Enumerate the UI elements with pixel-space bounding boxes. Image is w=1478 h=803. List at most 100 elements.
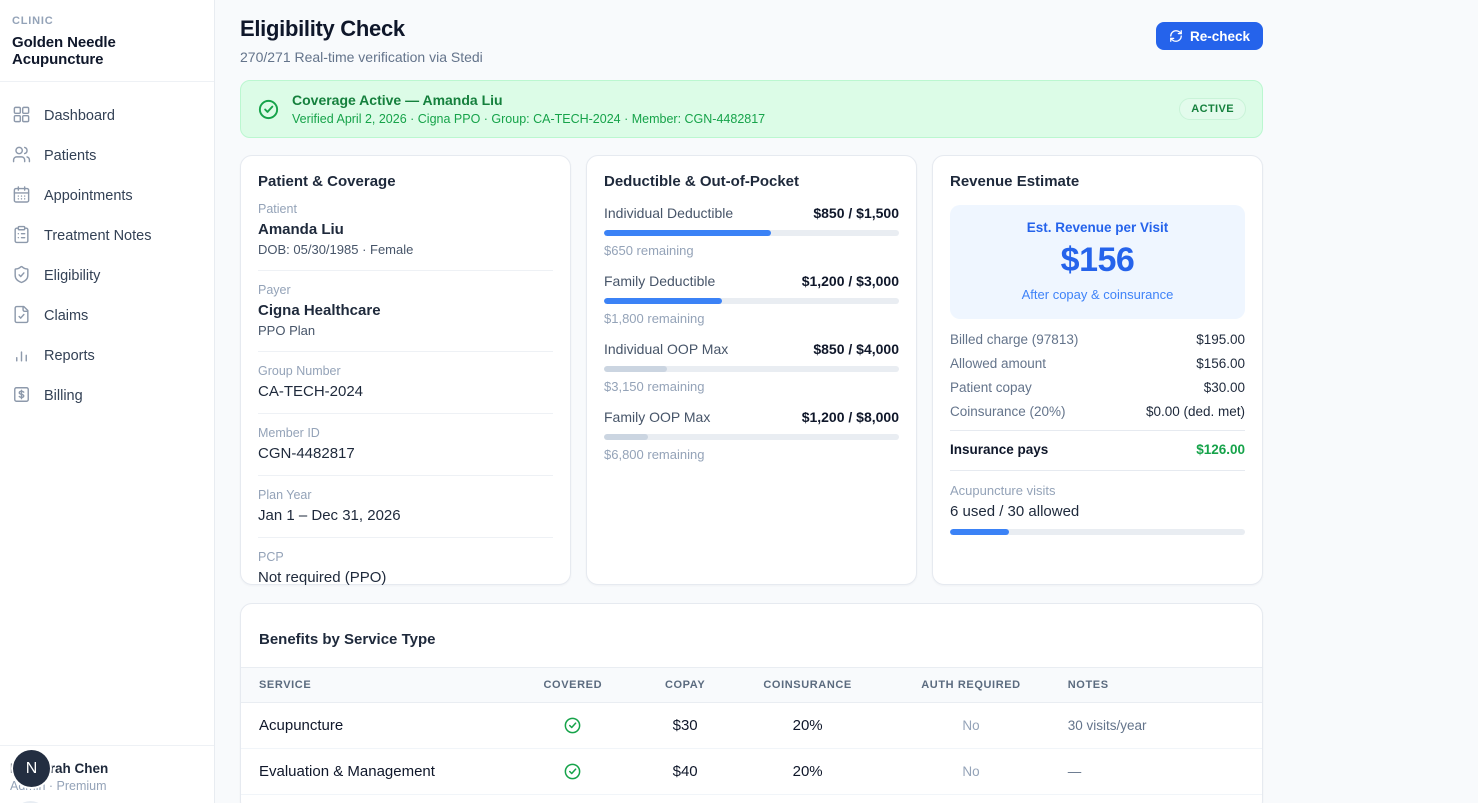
banner-details: Verified April 2, 2026 · Cigna PPO · Gro… [292,112,766,126]
clinic-label: CLINIC [12,15,54,27]
deductible-oop-card: Deductible & Out-of-Pocket Individual De… [586,155,917,585]
visits-section: Acupuncture visits 6 used / 30 allowed [950,470,1245,535]
card-title: Deductible & Out-of-Pocket [604,173,800,190]
total-value: $126.00 [1196,442,1245,457]
oop-value: $850 / $4,000 [813,341,899,357]
field-label: Patient [258,202,297,216]
progress-track [604,230,899,236]
oop-label: Family OOP Max [604,409,711,425]
revenue-label: Patient copay [950,380,1032,395]
progress-track [604,366,899,372]
copay-cell: $30 [639,702,732,749]
visits-value: 6 used / 30 allowed [950,503,1080,520]
progress-track [604,434,899,440]
status-badge: ACTIVE [1179,98,1246,120]
sidebar-item-eligibility[interactable]: Eligibility [0,256,214,296]
progress-fill [950,529,1009,535]
column-header-coinsurance: COINSURANCE [731,667,885,703]
remaining-label: $6,800 remaining [604,447,705,462]
deductible-label: Family Deductible [604,273,716,289]
revenue-label: Billed charge (97813) [950,332,1079,347]
benefits-card: Benefits by Service Type SERVICE COVERED… [240,603,1263,803]
user-footer: Dr. Norah Chen Admin · Premium N [0,745,214,803]
table-row: Evaluation & Management $40 20% No — [241,748,1262,795]
page-subtitle: 270/271 Real-time verification via Stedi [240,49,483,65]
field-label: Group Number [258,364,341,378]
field-label: Plan Year [258,488,312,502]
calendar-icon [12,185,31,208]
hero-label: Est. Revenue per Visit [1026,220,1169,235]
field-sub: PPO Plan [258,323,316,338]
sidebar-item-dashboard[interactable]: Dashboard [0,96,214,136]
deductible-row-individual: Individual Deductible $850 / $1,500 $650… [604,205,899,258]
field-label: Member ID [258,426,320,440]
clinic-header: CLINIC Golden Needle Acupuncture [0,0,214,82]
total-label: Insurance pays [950,442,1049,457]
main-content: Eligibility Check 270/271 Real-time veri… [215,0,1478,803]
notes-cell: 30 visits/year [1057,702,1262,749]
progress-fill [604,366,667,372]
sidebar-item-appointments[interactable]: Appointments [0,176,214,216]
notes-cell: — [1057,748,1262,795]
coinsurance-cell: 20% [731,748,885,795]
revenue-value: $0.00 (ded. met) [1145,404,1245,419]
sidebar-item-label: Eligibility [44,268,101,284]
dollar-square-icon [12,385,31,408]
auth-required-cell: No [884,702,1058,749]
clipboard-icon [12,225,31,248]
avatar[interactable]: N [13,750,50,787]
sidebar-item-patients[interactable]: Patients [0,136,214,176]
recheck-button[interactable]: Re-check [1155,22,1263,50]
sidebar-item-label: Patients [44,148,97,164]
field-value: Not required (PPO) [258,569,387,586]
sidebar-item-label: Billing [44,388,83,404]
shield-check-icon [12,265,31,288]
benefits-table: SERVICE COVERED COPAY COINSURANCE AUTH R… [241,667,1262,795]
page-header: Eligibility Check 270/271 Real-time veri… [240,16,1263,65]
column-header-notes: NOTES [1057,667,1262,703]
dashboard-icon [12,105,31,128]
card-title: Revenue Estimate [950,173,1080,190]
field-label: Payer [258,283,291,297]
revenue-value: $195.00 [1196,332,1245,347]
hero-amount: $156 [1060,241,1135,279]
deductible-value: $850 / $1,500 [813,205,899,221]
revenue-value: $30.00 [1203,380,1245,395]
sidebar-item-claims[interactable]: Claims [0,296,214,336]
field-pcp: PCP Not required (PPO) [258,538,553,599]
sidebar-item-treatment-notes[interactable]: Treatment Notes [0,216,214,256]
sidebar-nav: Dashboard Patients Appointments Treatmen… [0,82,214,745]
bar-chart-icon [12,345,31,368]
revenue-estimate-card: Revenue Estimate Est. Revenue per Visit … [932,155,1263,585]
revenue-row: Billed charge (97813) $195.00 [950,332,1245,347]
remaining-label: $650 remaining [604,243,694,258]
benefits-title: Benefits by Service Type [259,631,436,648]
check-circle-icon [506,748,640,795]
oop-row-individual: Individual OOP Max $850 / $4,000 $3,150 … [604,341,899,394]
field-value: Cigna Healthcare [258,302,381,319]
progress-track [950,529,1245,535]
revenue-row: Patient copay $30.00 [950,380,1245,395]
sidebar-item-reports[interactable]: Reports [0,336,214,376]
field-value: Jan 1 – Dec 31, 2026 [258,507,401,524]
revenue-label: Coinsurance (20%) [950,404,1066,419]
insurance-pays-row: Insurance pays $126.00 [950,430,1245,457]
field-patient: Patient Amanda Liu DOB: 05/30/1985 · Fem… [258,190,553,271]
auth-required-cell: No [884,748,1058,795]
sidebar-item-label: Appointments [44,188,133,204]
deductible-row-family: Family Deductible $1,200 / $3,000 $1,800… [604,273,899,326]
revenue-label: Allowed amount [950,356,1047,371]
deductible-label: Individual Deductible [604,205,734,221]
check-circle-icon [257,98,280,121]
oop-label: Individual OOP Max [604,341,729,357]
sidebar-item-billing[interactable]: Billing [0,376,214,416]
check-circle-icon [506,702,640,749]
progress-track [604,298,899,304]
field-plan-year: Plan Year Jan 1 – Dec 31, 2026 [258,476,553,538]
table-row: Acupuncture $30 20% No 30 visits/year [241,702,1262,749]
clinic-name: Golden Needle Acupuncture [12,34,116,68]
column-header-service: SERVICE [241,667,507,703]
page-title: Eligibility Check [240,16,405,41]
sidebar-item-label: Treatment Notes [44,228,152,244]
coverage-active-banner: Coverage Active — Amanda Liu Verified Ap… [240,80,1263,138]
